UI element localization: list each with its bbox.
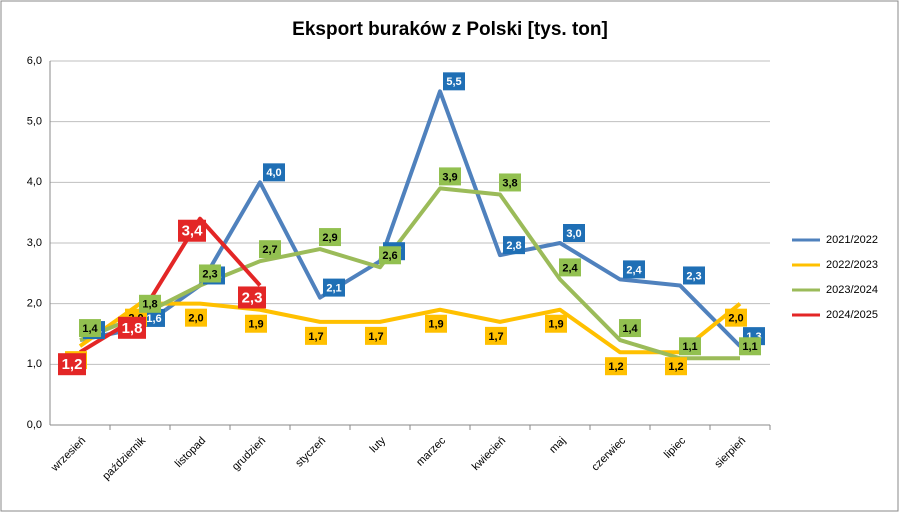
legend-label: 2024/2025 <box>826 309 878 321</box>
data-label-box <box>623 260 645 279</box>
data-label-box <box>263 163 285 182</box>
data-label: 1,1 <box>682 341 697 353</box>
y-tick-label: 5,0 <box>27 116 42 128</box>
data-label-box <box>619 319 641 338</box>
data-label: 2,1 <box>326 283 341 295</box>
data-label: 2,4 <box>562 262 578 274</box>
data-label-box <box>665 357 687 376</box>
data-label: 3,4 <box>182 223 204 240</box>
data-label: 2,0 <box>188 313 203 325</box>
y-tick-label: 6,0 <box>27 55 42 67</box>
data-label: 1,2 <box>608 361 623 373</box>
data-label: 2,9 <box>322 232 337 244</box>
y-tick-label: 2,0 <box>27 298 42 310</box>
y-tick-label: 4,0 <box>27 176 42 188</box>
data-label-box <box>559 258 581 277</box>
data-label: 1,9 <box>428 319 443 331</box>
data-label: 1,6 <box>146 313 161 325</box>
data-label: 1,2 <box>62 356 83 373</box>
data-label-box <box>185 308 207 327</box>
data-label-box <box>725 308 747 327</box>
data-label-box <box>178 219 206 242</box>
data-label-box <box>545 314 567 333</box>
legend-label: 2022/2023 <box>826 259 878 271</box>
data-label-box <box>485 326 507 345</box>
data-label-box <box>739 337 761 356</box>
data-label: 4,0 <box>266 167 281 179</box>
series-line <box>78 301 742 355</box>
data-label-box <box>323 278 345 297</box>
data-label-box <box>245 314 267 333</box>
data-label-box <box>79 319 101 338</box>
data-label: 2,4 <box>626 264 642 276</box>
data-label-box <box>425 314 447 333</box>
series-line <box>78 216 262 354</box>
data-label-box <box>199 264 221 283</box>
data-label: 1,8 <box>122 320 143 337</box>
data-label-box <box>139 294 161 313</box>
data-label: 1,9 <box>548 319 563 331</box>
data-label-box <box>499 173 521 192</box>
data-label: 2,8 <box>506 240 521 252</box>
data-label: 3,8 <box>502 177 517 189</box>
data-label: 2,3 <box>242 289 263 306</box>
y-tick-label: 1,0 <box>27 358 42 370</box>
data-label-box <box>319 228 341 247</box>
data-label: 1,2 <box>668 361 683 373</box>
data-label: 2,0 <box>728 313 743 325</box>
series-line <box>79 186 740 361</box>
legend-label: 2023/2024 <box>826 284 878 296</box>
data-label-box <box>238 286 266 309</box>
data-label-box <box>143 308 165 327</box>
data-label: 3,0 <box>566 228 581 240</box>
data-label-box <box>365 326 387 345</box>
data-label: 2,6 <box>382 250 397 262</box>
data-label: 1,7 <box>488 331 503 343</box>
data-label: 1,4 <box>622 323 638 335</box>
data-label-box <box>305 326 327 345</box>
y-tick-label: 0,0 <box>27 419 42 431</box>
chart-title: Eksport buraków z Polski [tys. ton] <box>292 19 608 40</box>
data-label-box <box>503 236 525 255</box>
data-label: 3,9 <box>442 171 457 183</box>
data-label-box <box>679 337 701 356</box>
data-label: 1,1 <box>742 341 757 353</box>
y-tick-label: 3,0 <box>27 237 42 249</box>
data-label: 1,9 <box>248 319 263 331</box>
data-label: 2,7 <box>262 244 277 256</box>
data-label-box <box>605 357 627 376</box>
legend-label: 2021/2022 <box>826 234 878 246</box>
data-label: 1,8 <box>142 299 157 311</box>
data-label-box <box>259 240 281 259</box>
data-label-box <box>58 353 86 376</box>
data-label-box <box>683 266 705 285</box>
data-label: 1,7 <box>368 331 383 343</box>
data-label: 1,4 <box>82 323 98 335</box>
data-label-box <box>379 246 401 265</box>
data-label: 2,3 <box>686 270 701 282</box>
data-label: 5,5 <box>446 76 461 88</box>
data-label: 2,3 <box>202 268 217 280</box>
data-label: 1,7 <box>308 331 323 343</box>
data-label-box <box>118 316 146 339</box>
data-label-box <box>563 224 585 242</box>
data-label-box <box>443 72 465 91</box>
data-label-box <box>439 167 461 186</box>
